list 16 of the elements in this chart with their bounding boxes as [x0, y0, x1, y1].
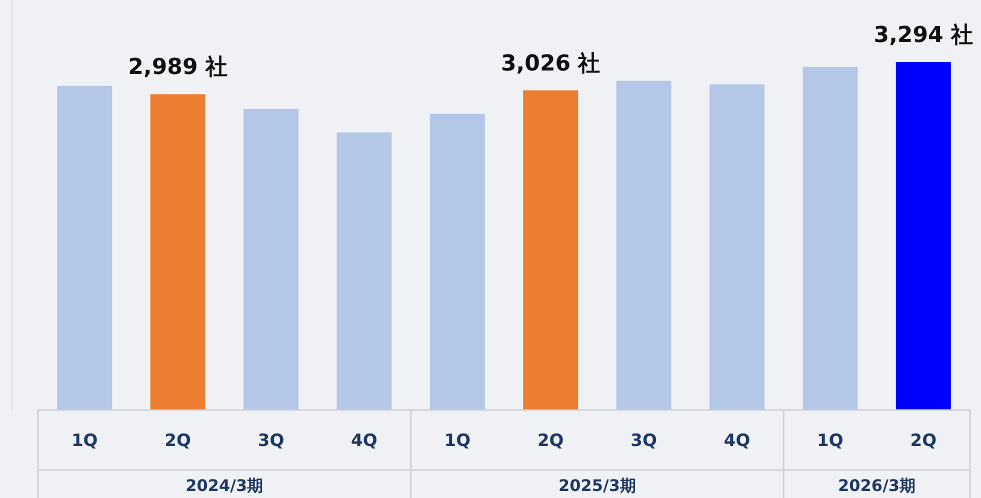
data-label: 3,026 社	[500, 51, 600, 76]
x-tick-label: 1Q	[817, 431, 844, 451]
x-tick-label: 2Q	[164, 431, 191, 451]
x-tick-label: 2Q	[537, 431, 564, 451]
data-label: 2,989 社	[128, 55, 228, 80]
x-tick-label: 1Q	[71, 431, 98, 451]
x-tick-label: 4Q	[351, 431, 378, 451]
x-tick-label: 3Q	[630, 431, 657, 451]
x-tick-label: 4Q	[724, 431, 750, 451]
text: 2026/3期	[838, 476, 916, 495]
text: 2024/3期	[186, 476, 264, 495]
text: 2025/3期	[558, 476, 636, 495]
data-label: 3,294 社	[874, 23, 974, 48]
x-tick-label: 2Q	[910, 431, 937, 451]
x-tick-label: 1Q	[444, 431, 471, 451]
x-tick-label: 3Q	[258, 431, 284, 451]
